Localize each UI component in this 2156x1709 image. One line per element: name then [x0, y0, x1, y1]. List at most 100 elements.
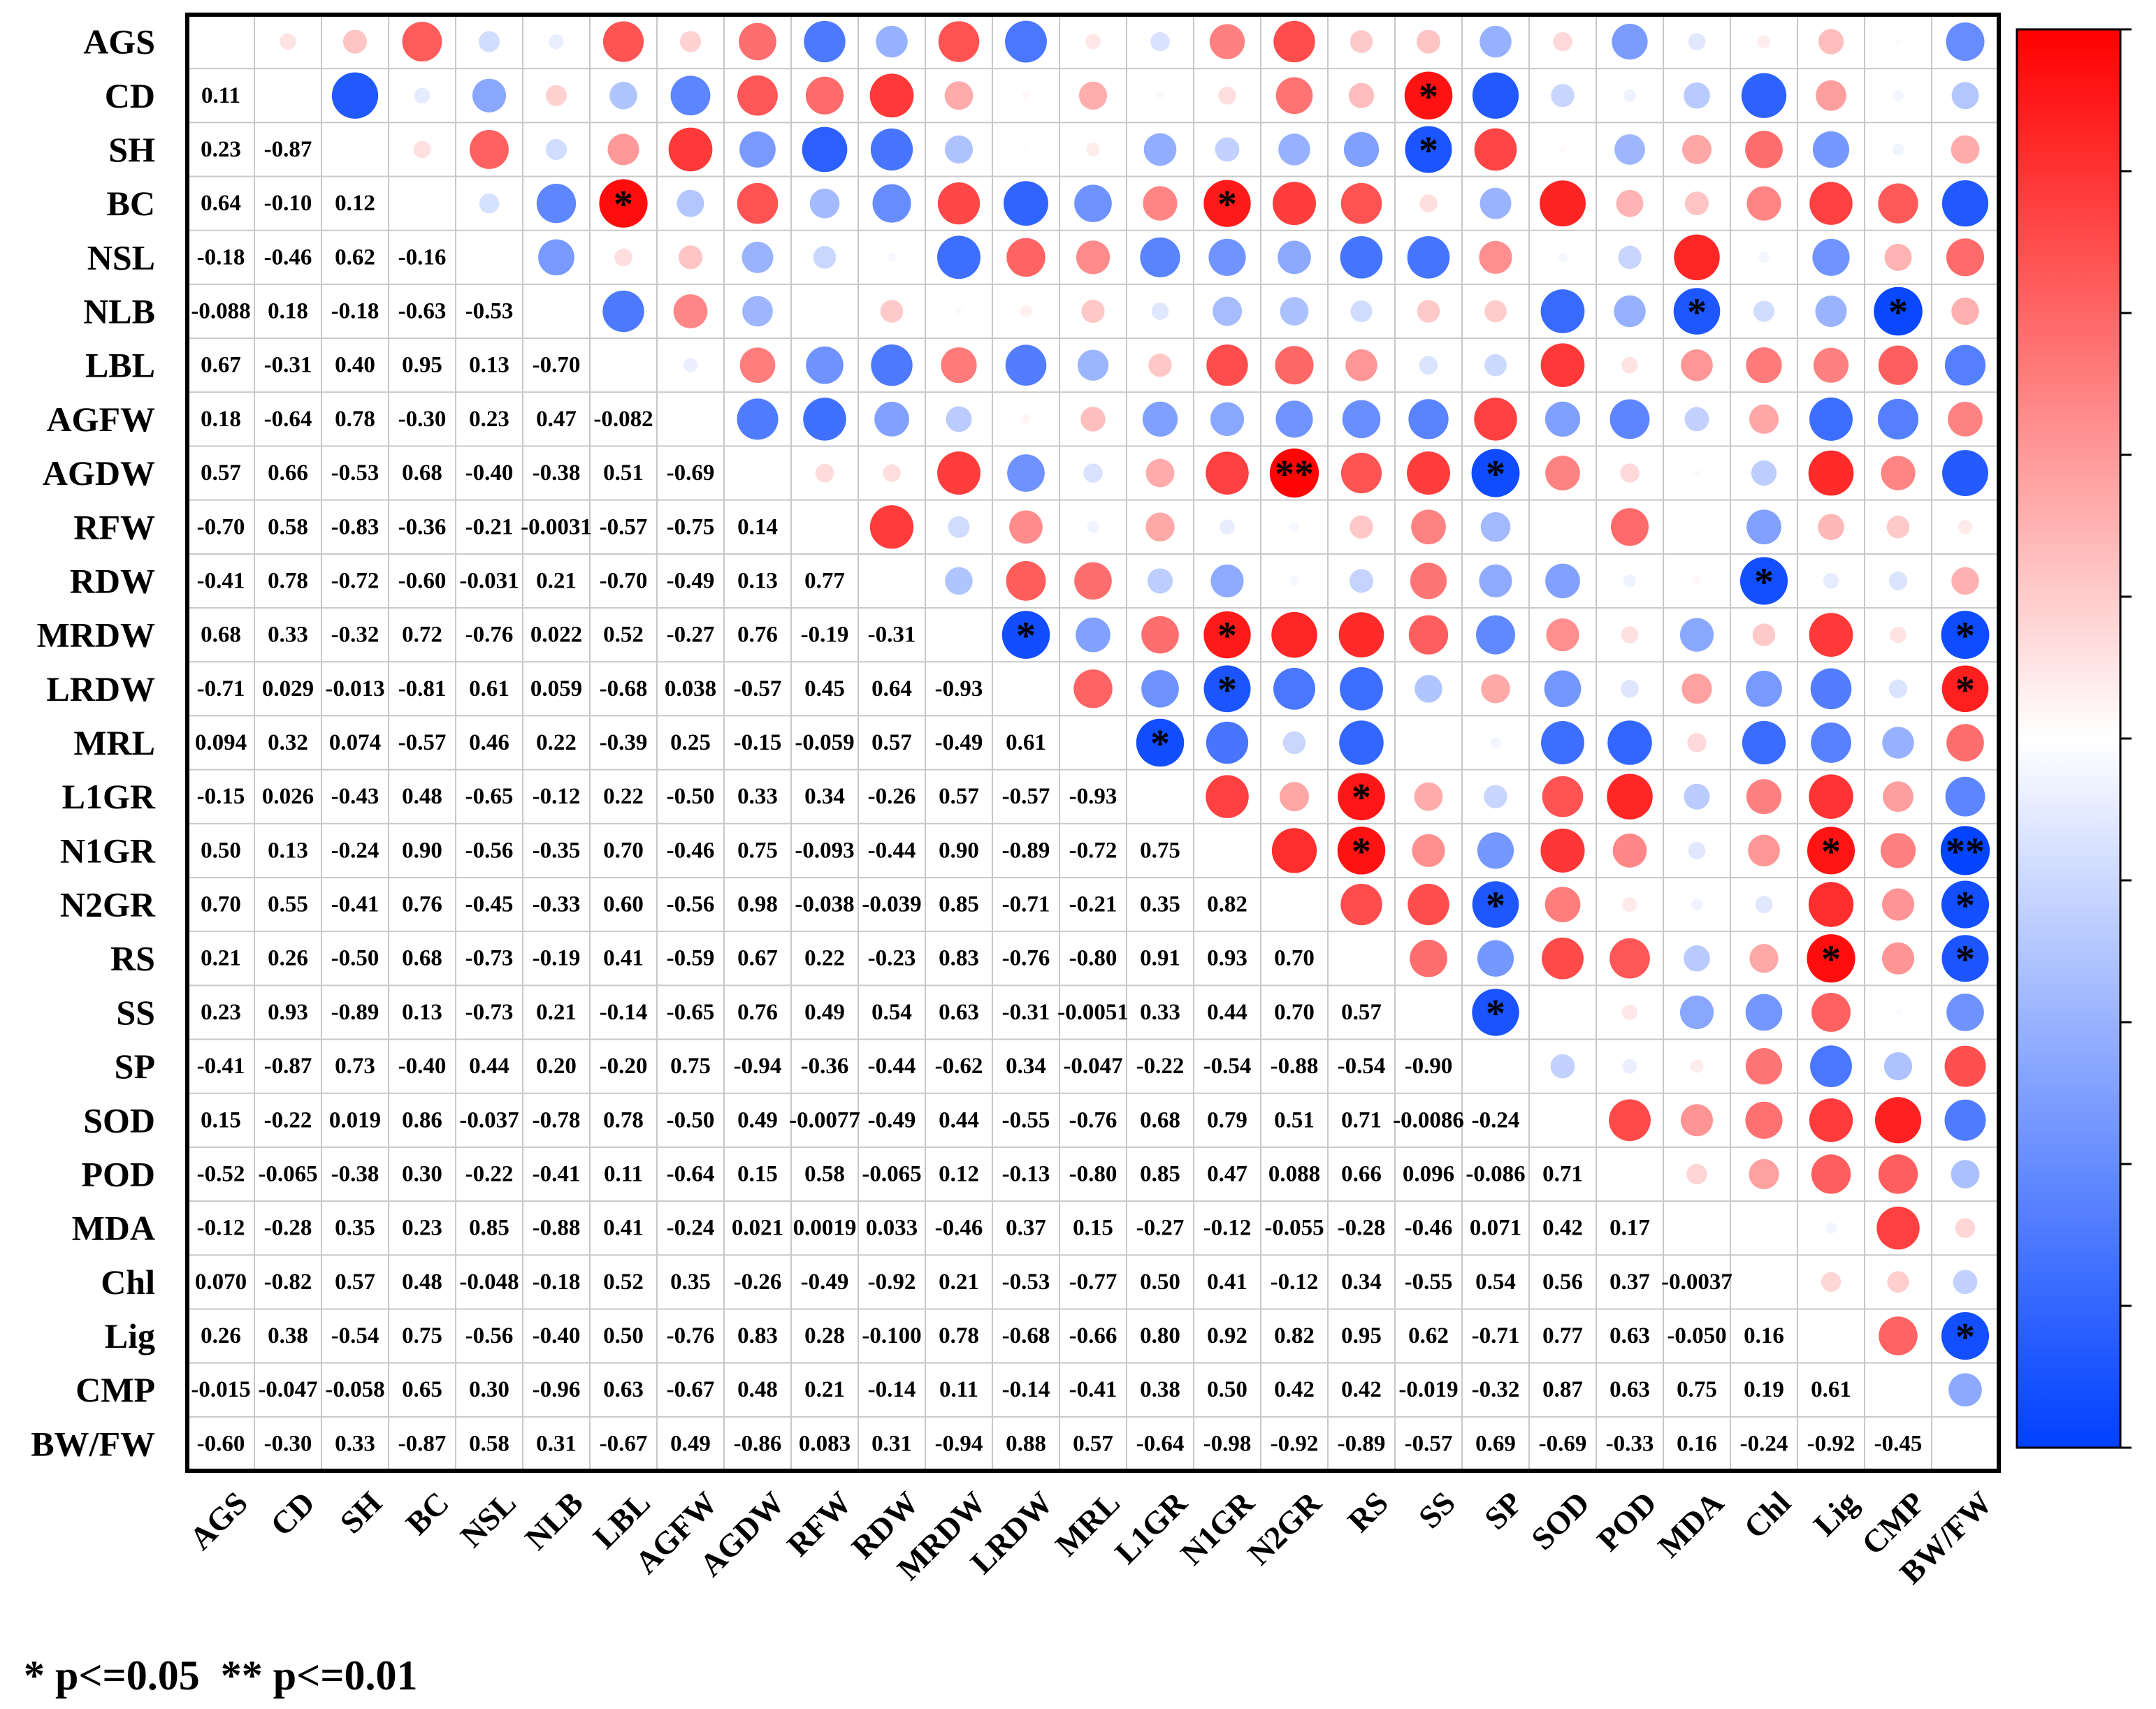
- correlation-value: -0.12: [1203, 1216, 1252, 1241]
- correlation-value: 0.88: [1006, 1431, 1046, 1456]
- significance-star: *: [1821, 830, 1841, 873]
- correlation-value: -0.41: [197, 1054, 245, 1079]
- correlation-circle: [869, 73, 914, 118]
- correlation-value: 0.28: [804, 1323, 845, 1348]
- correlation-circle: [1691, 899, 1703, 910]
- correlation-circle: [1484, 354, 1507, 377]
- correlation-circle: [1623, 89, 1637, 102]
- correlation-circle: [1278, 133, 1310, 166]
- correlation-value: -0.71: [197, 676, 245, 701]
- row-label-l1gr: L1GR: [62, 777, 156, 816]
- correlation-value: -0.62: [935, 1054, 983, 1079]
- row-label-rfw: RFW: [73, 507, 155, 546]
- correlation-value: 0.63: [1609, 1323, 1650, 1348]
- correlation-value: -0.41: [1069, 1377, 1117, 1402]
- correlation-circle: [1143, 186, 1178, 221]
- correlation-circle: [1540, 828, 1585, 873]
- correlation-circle: [1541, 721, 1584, 764]
- correlation-circle: [1893, 90, 1904, 101]
- correlation-value: 0.44: [1207, 1000, 1247, 1025]
- correlation-circle: [1951, 567, 1979, 595]
- correlation-value: -0.24: [1472, 1107, 1520, 1133]
- correlation-value: 0.14: [737, 514, 778, 539]
- correlation-value: 0.50: [1140, 1270, 1180, 1295]
- correlation-value: 0.66: [268, 460, 308, 486]
- correlation-value: 0.22: [603, 784, 644, 809]
- correlation-circle: [1544, 401, 1581, 437]
- correlation-circle: [1080, 407, 1106, 432]
- correlation-value: -0.50: [667, 784, 715, 809]
- column-label-nsl: NSL: [454, 1485, 523, 1554]
- correlation-value: 0.33: [737, 784, 778, 809]
- correlation-circle: [673, 294, 708, 328]
- correlation-circle: [1550, 1054, 1575, 1079]
- correlation-value: 0.30: [402, 1161, 442, 1186]
- significance-star: *: [1486, 885, 1505, 928]
- correlation-value: 0.61: [469, 676, 509, 701]
- correlation-value: -0.20: [600, 1054, 648, 1079]
- correlation-circle: [1878, 345, 1918, 385]
- correlation-value: -0.18: [331, 299, 379, 324]
- correlation-circle: [937, 451, 981, 495]
- correlation-circle: [1958, 520, 1973, 534]
- correlation-circle: [413, 140, 431, 159]
- column-label-nlb: NLB: [518, 1485, 590, 1557]
- correlation-circle: [871, 344, 913, 386]
- correlation-value: -0.55: [1002, 1107, 1050, 1133]
- correlation-circle: [1282, 731, 1306, 755]
- significance-star: *: [1352, 830, 1371, 873]
- significance-star: *: [1217, 183, 1237, 226]
- correlation-circle: [1206, 775, 1249, 818]
- correlation-circle: [1951, 297, 1979, 326]
- correlation-value: -0.46: [935, 1216, 983, 1241]
- correlation-circle: [883, 464, 901, 482]
- correlation-circle: [941, 347, 977, 384]
- correlation-value: 0.23: [469, 407, 509, 432]
- correlation-circle: [1623, 574, 1637, 588]
- correlation-value: -0.88: [1271, 1054, 1319, 1079]
- correlation-circle: [1340, 667, 1383, 711]
- correlation-circle: [937, 235, 981, 279]
- correlation-circle: [607, 133, 639, 166]
- correlation-value: 0.64: [871, 676, 912, 701]
- correlation-circle: [1614, 134, 1645, 165]
- correlation-value: -0.93: [1069, 784, 1117, 809]
- correlation-circle: [1878, 183, 1918, 224]
- correlation-value: 0.57: [335, 1270, 375, 1295]
- correlation-circle: [1150, 31, 1170, 52]
- correlation-circle: [1892, 143, 1904, 156]
- correlation-circle: [331, 72, 379, 119]
- correlation-circle: [1881, 456, 1916, 490]
- correlation-value: 0.32: [268, 730, 308, 755]
- correlation-circle: [1414, 782, 1443, 811]
- correlation-circle: [1271, 611, 1317, 658]
- correlation-value: 0.83: [939, 946, 979, 971]
- correlation-circle: [479, 193, 500, 214]
- correlation-circle: [599, 179, 648, 228]
- correlation-circle: [1684, 945, 1710, 972]
- correlation-circle: [1760, 1224, 1767, 1232]
- correlation-value: 0.46: [469, 730, 509, 755]
- correlation-circle: [1546, 618, 1579, 652]
- correlation-circle: [1951, 1160, 1980, 1188]
- correlation-circle: [1746, 347, 1782, 384]
- correlation-value: 0.78: [603, 1107, 644, 1133]
- correlation-value: -0.15: [197, 784, 245, 809]
- correlation-circle: [1944, 1099, 1986, 1141]
- correlation-circle: [1622, 1059, 1637, 1074]
- correlation-value: 0.38: [1140, 1377, 1180, 1402]
- correlation-value: -0.21: [465, 514, 514, 539]
- column-label-lig: Lig: [1807, 1485, 1865, 1543]
- correlation-circle: [1005, 344, 1047, 386]
- correlation-value: 0.51: [1274, 1107, 1315, 1133]
- correlation-value: -0.49: [667, 568, 715, 593]
- correlation-value: -0.047: [1063, 1054, 1122, 1079]
- correlation-value: -0.30: [398, 407, 447, 432]
- significance-star: *: [1486, 992, 1505, 1035]
- correlation-value: -0.0077: [789, 1107, 860, 1133]
- correlation-value: 0.70: [603, 838, 644, 863]
- correlation-circle: [1148, 354, 1172, 377]
- correlation-circle: [1077, 349, 1109, 381]
- correlation-circle: [1220, 519, 1235, 535]
- correlation-circle: [1559, 1008, 1566, 1016]
